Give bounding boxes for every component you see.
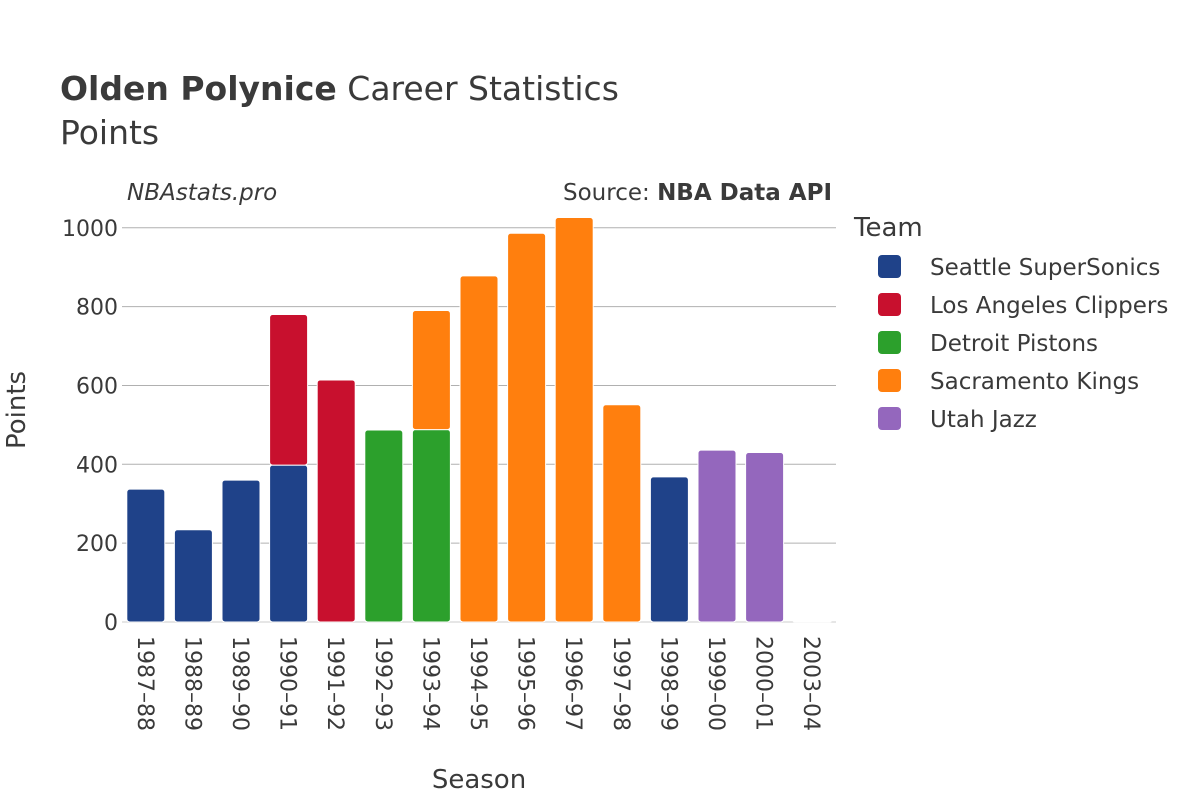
x-tick-label: 1992–93	[370, 636, 395, 731]
legend-label: Los Angeles Clippers	[930, 293, 1168, 319]
player-name: Olden Polynice	[60, 69, 337, 108]
legend-label: Utah Jazz	[930, 407, 1037, 433]
bar-segment	[602, 404, 642, 623]
x-tick-label: 1994–95	[465, 636, 490, 731]
bar-segment	[364, 429, 404, 623]
source-label: Source: NBA Data API	[563, 180, 832, 206]
bars	[126, 217, 832, 623]
y-tick-label: 1000	[62, 217, 118, 242]
bar-segment	[649, 476, 689, 623]
bar-segment	[411, 310, 451, 431]
bar-segment	[316, 379, 356, 623]
y-tick-label: 200	[76, 532, 118, 557]
bar-segment	[126, 488, 166, 623]
bar-segment	[697, 449, 737, 623]
site-label: NBAstats.pro	[127, 180, 277, 206]
title-suffix: Career Statistics	[337, 69, 619, 108]
x-tick-label: 1987–88	[132, 636, 157, 731]
source-prefix: Source:	[563, 180, 657, 206]
chart-subtitle: Points	[60, 113, 159, 152]
chart-title: Olden Polynice Career Statistics	[60, 69, 619, 108]
bar-segment	[173, 529, 213, 623]
y-tick-label: 800	[76, 296, 118, 321]
bar-segment	[269, 464, 309, 623]
x-tick-label: 1988–89	[179, 636, 204, 731]
y-tick-label: 0	[104, 611, 118, 636]
legend-swatch	[878, 369, 901, 392]
x-tick-label: 1989–90	[227, 636, 252, 731]
x-tick-label: 1993–94	[417, 636, 442, 731]
bar-segment	[745, 451, 785, 623]
bar-segment	[269, 314, 309, 466]
bar-segment	[792, 620, 832, 623]
x-tick-label: 1991–92	[322, 636, 347, 731]
legend-label: Seattle SuperSonics	[930, 255, 1160, 281]
legend-swatch	[878, 407, 901, 430]
x-tick-label: 1996–97	[560, 636, 585, 731]
x-tick-labels: 1987–88 1988–89 1989–90 1990–91 1991–92 1992–…	[132, 636, 823, 731]
legend-label: Detroit Pistons	[930, 331, 1098, 357]
y-tick-label: 400	[76, 453, 118, 478]
x-tick-label: 1998–99	[655, 636, 680, 731]
x-tick-label: 1997–98	[608, 636, 633, 731]
legend-title: Team	[853, 213, 923, 243]
legend-swatch	[878, 293, 901, 316]
bar-segment	[411, 429, 451, 623]
y-tick-label: 600	[76, 374, 118, 399]
bar-segment	[221, 479, 261, 623]
legend-label: Sacramento Kings	[930, 369, 1139, 395]
legend: Seattle SuperSonics Los Angeles Clippers D…	[878, 255, 1168, 433]
x-tick-label: 1995–96	[513, 636, 538, 731]
source-name: NBA Data API	[657, 180, 832, 206]
legend-swatch	[878, 255, 901, 278]
legend-swatch	[878, 331, 901, 354]
x-tick-label: 1990–91	[275, 636, 300, 731]
x-tick-label: 2000–01	[751, 636, 776, 731]
bar-segment	[554, 217, 594, 623]
bar-segment	[459, 275, 499, 623]
x-axis-title: Season	[432, 765, 526, 795]
x-tick-label: 2003–04	[798, 636, 823, 731]
bar-segment	[507, 232, 547, 623]
y-axis-title: Points	[2, 371, 32, 449]
x-tick-label: 1999–00	[703, 636, 728, 731]
y-tick-labels: 0 200 400 600 800 1000	[62, 217, 118, 636]
